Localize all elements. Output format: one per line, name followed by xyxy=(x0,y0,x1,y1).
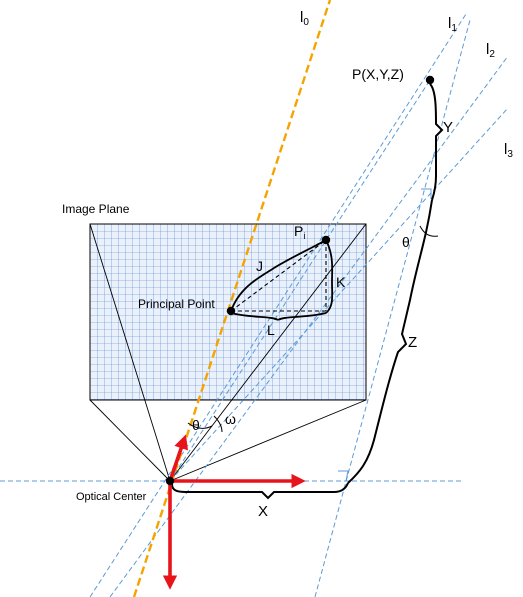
image-braces xyxy=(230,239,334,321)
optical-center-dot xyxy=(165,476,175,486)
angle-arcs xyxy=(187,225,439,433)
label-pi: Pi xyxy=(294,223,305,241)
ray-l3 xyxy=(169,107,509,482)
pi-point-dot xyxy=(321,235,331,245)
brace-l xyxy=(230,312,327,321)
camera-axes xyxy=(162,434,306,590)
image-triangle-dashed xyxy=(230,239,327,312)
brace-k xyxy=(325,239,334,314)
brace-z xyxy=(347,199,433,484)
right-angle-markers xyxy=(338,188,432,482)
label-image-plane: Image Plane xyxy=(62,202,130,216)
label-z: Z xyxy=(408,334,417,351)
label-x: X xyxy=(258,503,268,520)
ray-l1-extension xyxy=(314,19,471,597)
camera-z-axis xyxy=(168,434,189,482)
label-l3: l3 xyxy=(504,141,513,160)
label-point-p: P(X,Y,Z) xyxy=(352,66,404,82)
brace-j xyxy=(230,239,327,312)
label-l1: l1 xyxy=(448,15,457,34)
label-principal-point: Principal Point xyxy=(138,297,215,311)
label-j: J xyxy=(256,258,263,274)
label-omega: ω xyxy=(225,411,236,427)
principal-point-dot xyxy=(226,306,236,316)
label-optical-center: Optical Center xyxy=(76,491,147,503)
ray-l1 xyxy=(89,13,467,597)
label-y: Y xyxy=(443,119,453,136)
label-theta-lower: θ xyxy=(192,417,200,433)
world-point-dot xyxy=(425,75,435,85)
blue-dashed-lines xyxy=(0,13,509,597)
label-l0: l0 xyxy=(300,9,309,28)
label-l2: l2 xyxy=(486,41,495,60)
frustum-lines xyxy=(89,223,367,482)
world-braces xyxy=(171,83,444,500)
optical-axis-l0 xyxy=(132,0,332,597)
brace-x xyxy=(171,482,349,500)
label-l: L xyxy=(267,322,275,338)
label-theta-upper: θ xyxy=(402,234,410,250)
brace-y xyxy=(429,83,444,201)
label-k: K xyxy=(336,274,346,290)
